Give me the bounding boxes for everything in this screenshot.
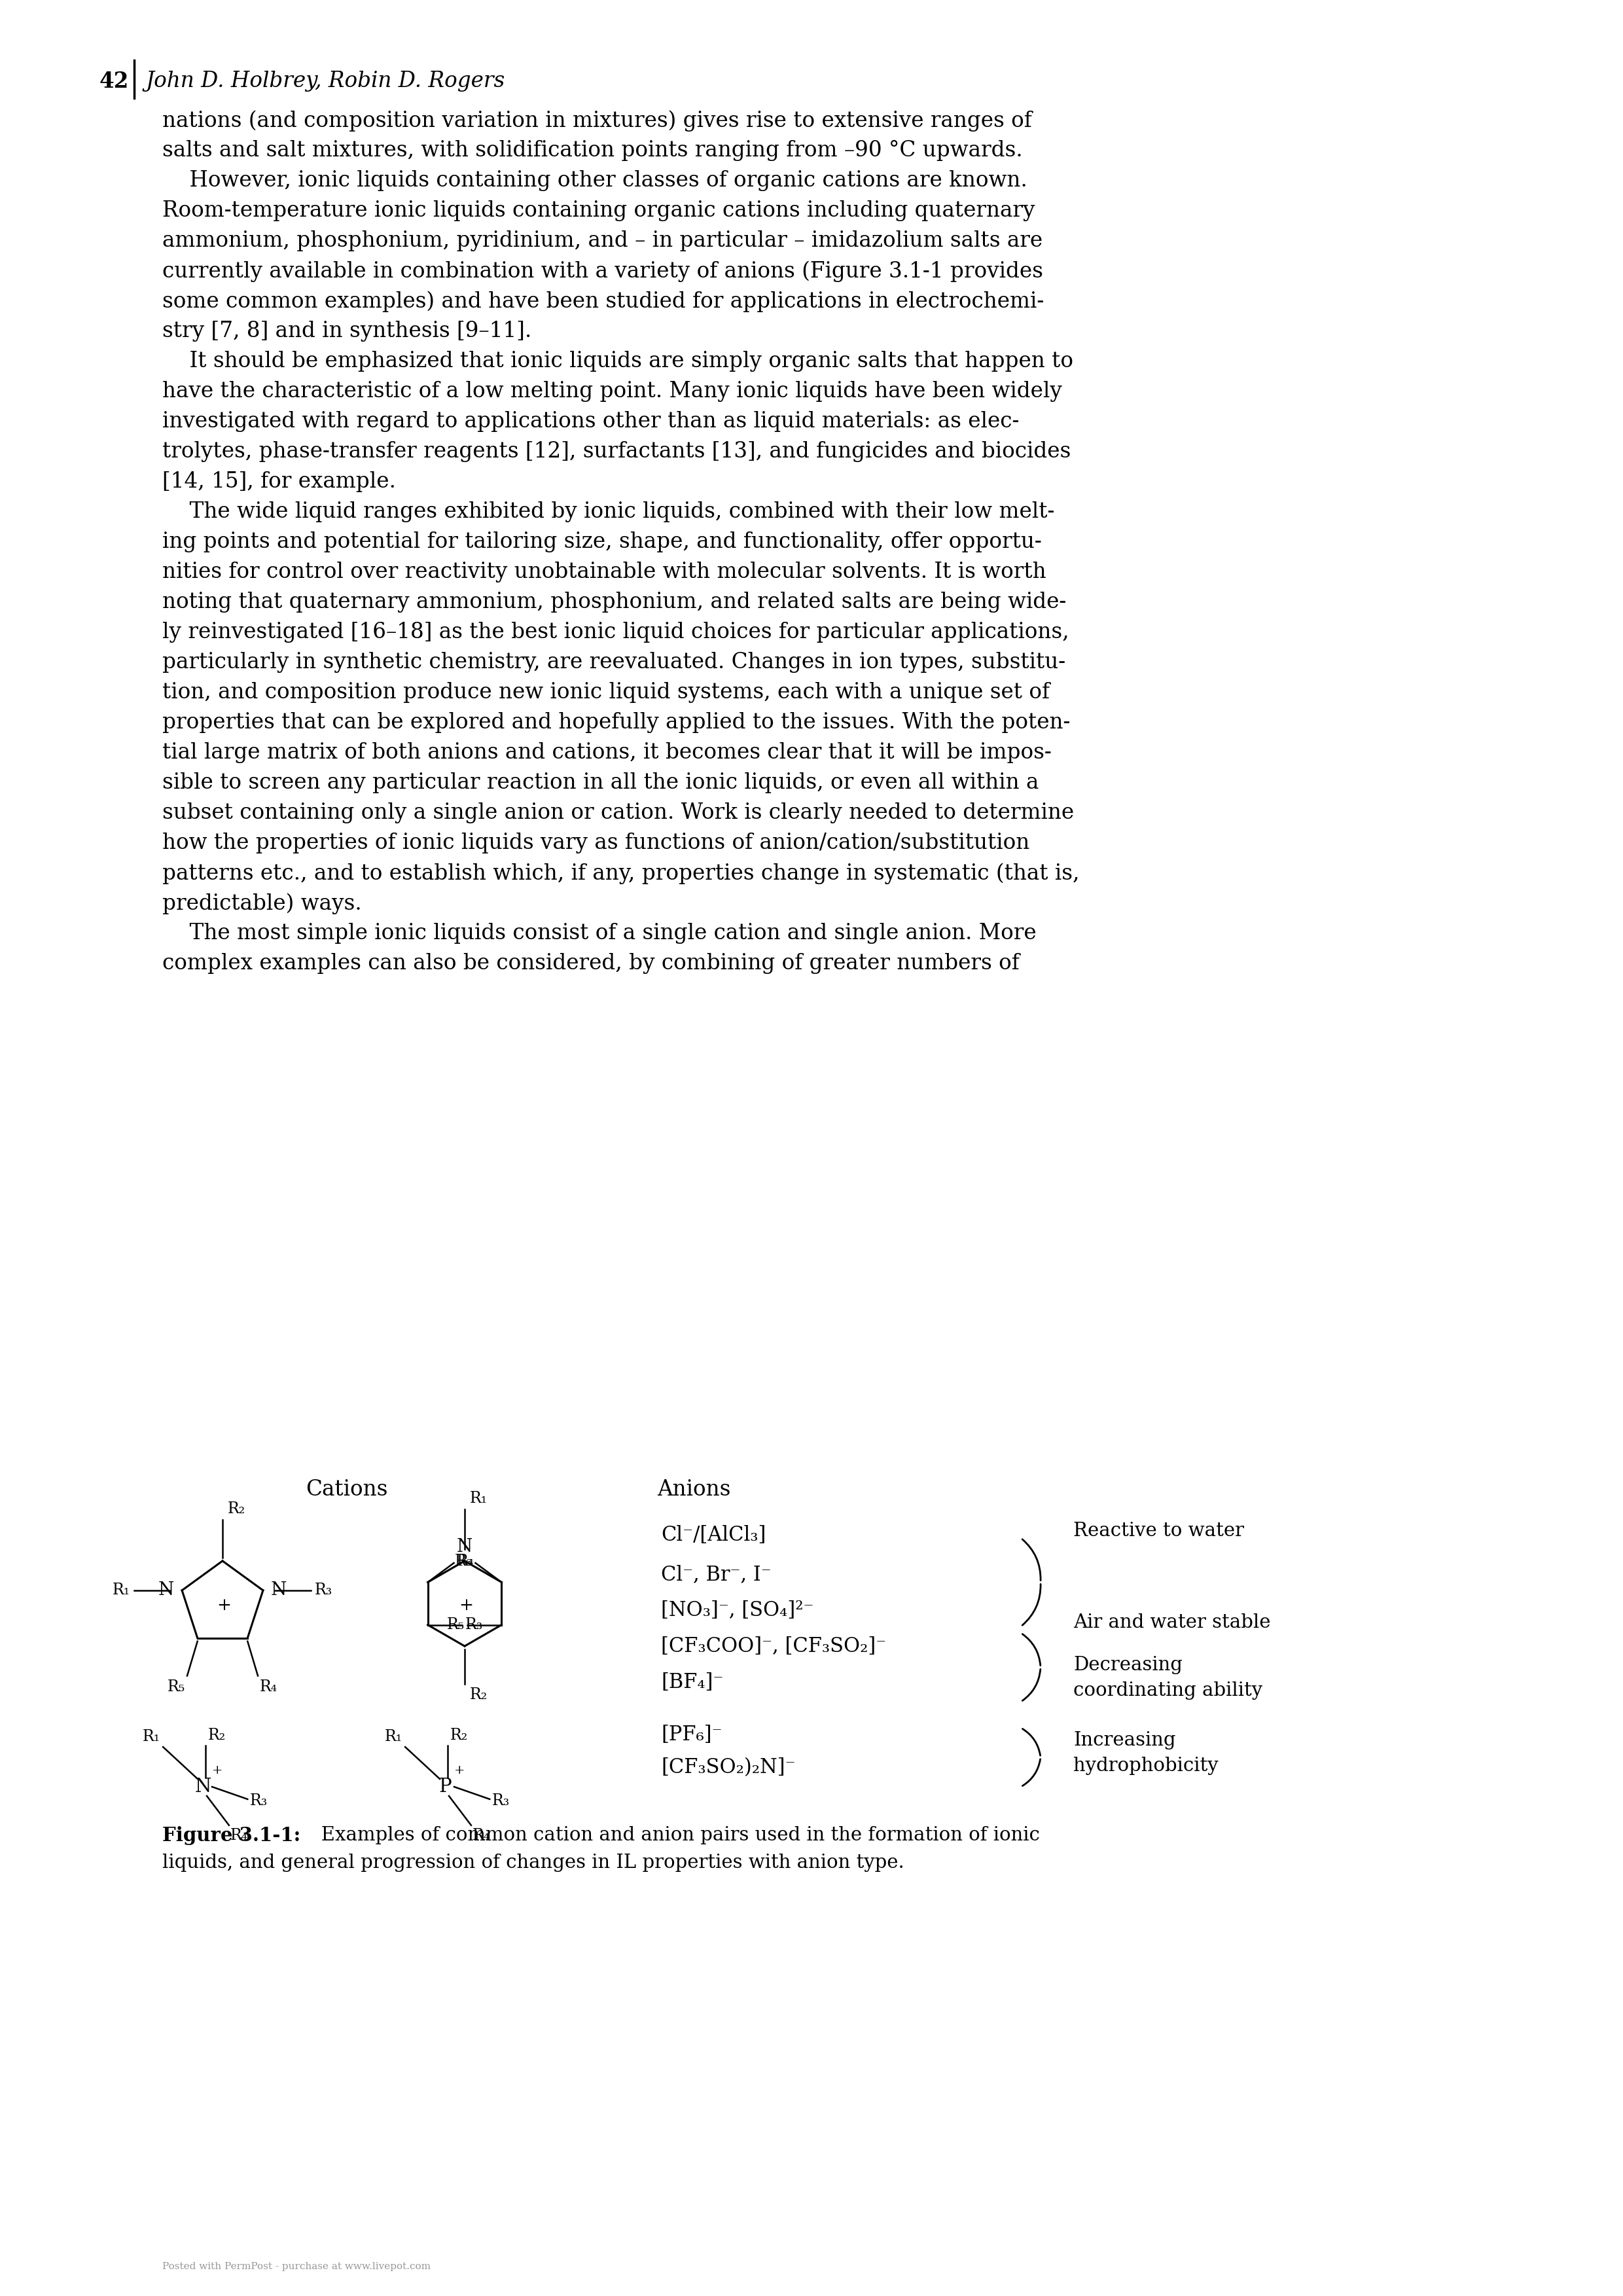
Text: patterns etc., and to establish which, if any, properties change in systematic (: patterns etc., and to establish which, i… (162, 863, 1079, 884)
Text: +: + (216, 1596, 230, 1614)
Text: R₂: R₂ (471, 1688, 489, 1701)
Text: Air and water stable: Air and water stable (1073, 1614, 1271, 1632)
Text: [CF₃COO]⁻, [CF₃SO₂]⁻: [CF₃COO]⁻, [CF₃SO₂]⁻ (661, 1637, 886, 1655)
Text: Increasing
hydrophobicity: Increasing hydrophobicity (1073, 1731, 1219, 1775)
Text: ly reinvestigated [16–18] as the best ionic liquid choices for particular applic: ly reinvestigated [16–18] as the best io… (162, 622, 1070, 643)
Text: R₄: R₄ (456, 1554, 474, 1568)
Text: R₁: R₁ (143, 1729, 161, 1745)
Text: currently available in combination with a variety of anions (Figure 3.1-1 provid: currently available in combination with … (162, 259, 1044, 282)
Text: R₄: R₄ (472, 1828, 490, 1844)
Text: Reactive to water: Reactive to water (1073, 1522, 1245, 1541)
Text: stry [7, 8] and in synthesis [9–11].: stry [7, 8] and in synthesis [9–11]. (162, 321, 532, 342)
Text: tion, and composition produce new ionic liquid systems, each with a unique set o: tion, and composition produce new ionic … (162, 682, 1050, 703)
Text: particularly in synthetic chemistry, are reevaluated. Changes in ion types, subs: particularly in synthetic chemistry, are… (162, 652, 1066, 673)
Text: predictable) ways.: predictable) ways. (162, 893, 362, 914)
Text: nities for control over reactivity unobtainable with molecular solvents. It is w: nities for control over reactivity unobt… (162, 563, 1047, 583)
Text: ammonium, phosphonium, pyridinium, and – in particular – imidazolium salts are: ammonium, phosphonium, pyridinium, and –… (162, 230, 1042, 250)
Text: ing points and potential for tailoring size, shape, and functionality, offer opp: ing points and potential for tailoring s… (162, 530, 1042, 553)
Text: properties that can be explored and hopefully applied to the issues. With the po: properties that can be explored and hope… (162, 712, 1070, 732)
Text: Cations: Cations (305, 1479, 388, 1499)
Text: sible to screen any particular reaction in all the ionic liquids, or even all wi: sible to screen any particular reaction … (162, 771, 1039, 792)
Text: some common examples) and have been studied for applications in electrochemi-: some common examples) and have been stud… (162, 292, 1044, 312)
Text: complex examples can also be considered, by combining of greater numbers of: complex examples can also be considered,… (162, 953, 1019, 974)
Text: R₅: R₅ (167, 1678, 185, 1694)
Text: Posted with PermPost - purchase at www.livepot.com: Posted with PermPost - purchase at www.l… (162, 2262, 430, 2271)
Text: R₁: R₁ (385, 1729, 403, 1745)
Text: R₁: R₁ (112, 1582, 130, 1598)
Text: R₆: R₆ (454, 1554, 472, 1568)
Text: R₂: R₂ (450, 1729, 467, 1743)
Text: N: N (271, 1582, 287, 1600)
Text: R₃: R₃ (492, 1793, 510, 1807)
Text: +: + (213, 1766, 222, 1777)
Text: Decreasing
coordinating ability: Decreasing coordinating ability (1073, 1655, 1263, 1699)
Text: [14, 15], for example.: [14, 15], for example. (162, 471, 396, 491)
Text: John D. Holbrey, Robin D. Rogers: John D. Holbrey, Robin D. Rogers (146, 71, 505, 92)
Text: [PF₆]⁻: [PF₆]⁻ (661, 1724, 722, 1745)
Text: have the characteristic of a low melting point. Many ionic liquids have been wid: have the characteristic of a low melting… (162, 381, 1061, 402)
Text: R₃: R₃ (250, 1793, 268, 1807)
Text: noting that quaternary ammonium, phosphonium, and related salts are being wide-: noting that quaternary ammonium, phospho… (162, 592, 1066, 613)
Text: +: + (459, 1596, 474, 1614)
Text: Figure 3.1-1:: Figure 3.1-1: (162, 1825, 300, 1846)
Text: R₄: R₄ (260, 1678, 278, 1694)
Text: R₄: R₄ (230, 1828, 248, 1844)
Text: trolytes, phase-transfer reagents [12], surfactants [13], and fungicides and bio: trolytes, phase-transfer reagents [12], … (162, 441, 1071, 461)
Text: +: + (454, 1766, 464, 1777)
Text: [BF₄]⁻: [BF₄]⁻ (661, 1671, 724, 1692)
Text: Anions: Anions (657, 1479, 730, 1499)
Text: tial large matrix of both anions and cations, it becomes clear that it will be i: tial large matrix of both anions and cat… (162, 742, 1052, 762)
Text: nations (and composition variation in mixtures) gives rise to extensive ranges o: nations (and composition variation in mi… (162, 110, 1032, 131)
Text: Examples of common cation and anion pairs used in the formation of ionic: Examples of common cation and anion pair… (304, 1825, 1040, 1844)
Text: [CF₃SO₂)₂N]⁻: [CF₃SO₂)₂N]⁻ (661, 1756, 795, 1777)
Text: R₁: R₁ (471, 1490, 487, 1506)
Text: liquids, and general progression of changes in IL properties with anion type.: liquids, and general progression of chan… (162, 1853, 904, 1871)
Text: Cl⁻/[AlCl₃]: Cl⁻/[AlCl₃] (661, 1525, 766, 1545)
Text: 42: 42 (99, 71, 130, 92)
Text: [NO₃]⁻, [SO₄]²⁻: [NO₃]⁻, [SO₄]²⁻ (661, 1600, 813, 1621)
Text: R₅: R₅ (446, 1616, 464, 1632)
Text: R₃: R₃ (315, 1582, 333, 1598)
Text: R₃: R₃ (464, 1616, 482, 1632)
Text: It should be emphasized that ionic liquids are simply organic salts that happen : It should be emphasized that ionic liqui… (162, 351, 1073, 372)
Text: However, ionic liquids containing other classes of organic cations are known.: However, ionic liquids containing other … (162, 170, 1027, 191)
Text: Cl⁻, Br⁻, I⁻: Cl⁻, Br⁻, I⁻ (661, 1564, 771, 1584)
Text: The wide liquid ranges exhibited by ionic liquids, combined with their low melt-: The wide liquid ranges exhibited by ioni… (162, 501, 1055, 521)
Text: how the properties of ionic liquids vary as functions of anion/cation/substituti: how the properties of ionic liquids vary… (162, 833, 1029, 854)
Text: The most simple ionic liquids consist of a single cation and single anion. More: The most simple ionic liquids consist of… (162, 923, 1037, 944)
Text: salts and salt mixtures, with solidification points ranging from –90 °C upwards.: salts and salt mixtures, with solidifica… (162, 140, 1022, 161)
Text: P: P (438, 1777, 451, 1795)
Text: N: N (195, 1777, 211, 1795)
Text: investigated with regard to applications other than as liquid materials: as elec: investigated with regard to applications… (162, 411, 1019, 432)
Text: Room-temperature ionic liquids containing organic cations including quaternary: Room-temperature ionic liquids containin… (162, 200, 1035, 220)
Text: R₂: R₂ (208, 1729, 226, 1743)
Text: N: N (456, 1538, 472, 1557)
Text: R₂: R₂ (227, 1502, 245, 1515)
Text: N: N (157, 1582, 174, 1600)
Text: subset containing only a single anion or cation. Work is clearly needed to deter: subset containing only a single anion or… (162, 801, 1074, 824)
